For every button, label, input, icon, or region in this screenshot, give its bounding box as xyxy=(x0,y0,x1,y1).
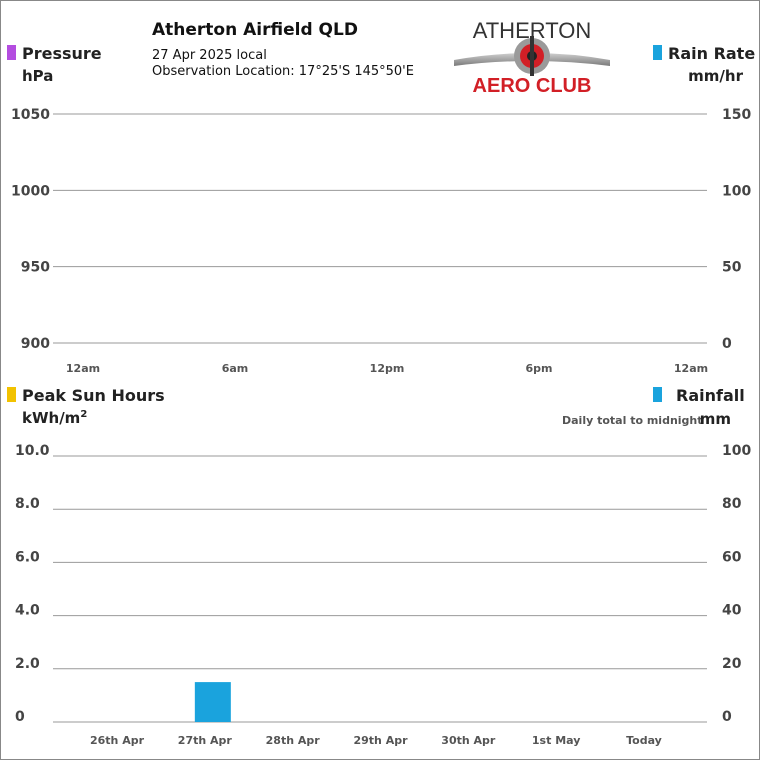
rainfall-tick-label: 100 xyxy=(722,443,751,459)
time-tick-label: 12pm xyxy=(370,362,405,375)
station-title: Atherton Airfield QLD xyxy=(152,20,358,40)
pressure-tick-label: 1000 xyxy=(11,183,50,199)
pressure-unit: hPa xyxy=(22,67,54,85)
aero-club-logo: ATHERTON AERO CLUB xyxy=(454,18,610,97)
rain-rate-swatch xyxy=(653,45,662,60)
rain-rate-unit: mm/hr xyxy=(688,67,743,85)
observation-location: Observation Location: 17°25'S 145°50'E xyxy=(152,64,414,79)
sun-hours-tick-label: 8.0 xyxy=(15,496,40,512)
sun-hours-tick-label: 6.0 xyxy=(15,549,40,565)
rain-rate-tick-label: 100 xyxy=(722,183,751,199)
rain-rate-label: Rain Rate xyxy=(668,44,756,63)
time-tick-label: 6am xyxy=(222,362,249,375)
rainfall-unit: mm xyxy=(699,410,731,428)
rainfall-swatch xyxy=(653,387,662,402)
observation-date: 27 Apr 2025 local xyxy=(152,48,267,63)
sun-hours-swatch xyxy=(7,387,16,402)
rain-rate-tick-label: 0 xyxy=(722,336,732,352)
rainfall-tick-label: 0 xyxy=(722,709,732,725)
rainfall-tick-label: 80 xyxy=(722,496,742,512)
day-tick-label: 30th Apr xyxy=(441,734,496,747)
sun-hours-tick-label: 2.0 xyxy=(15,656,40,672)
rain-rate-tick-label: 150 xyxy=(722,107,751,123)
pressure-swatch xyxy=(7,45,16,60)
rainfall-note: Daily total to midnight xyxy=(562,414,703,427)
pressure-tick-label: 900 xyxy=(21,336,50,352)
rainfall-tick-label: 60 xyxy=(722,549,742,565)
time-tick-label: 12am xyxy=(66,362,100,375)
rainfall-bar xyxy=(194,682,231,722)
rain-rate-tick-label: 50 xyxy=(722,260,742,276)
logo-line1: ATHERTON xyxy=(473,18,592,43)
sun-hours-tick-label: 10.0 xyxy=(15,443,50,459)
pressure-tick-label: 950 xyxy=(21,260,50,276)
day-tick-label: 1st May xyxy=(532,734,581,747)
time-tick-label: 12am xyxy=(674,362,708,375)
day-tick-label: 28th Apr xyxy=(266,734,321,747)
rainfall-label: Rainfall xyxy=(676,386,745,405)
sun-hours-tick-label: 4.0 xyxy=(15,603,40,619)
day-tick-label: 27th Apr xyxy=(178,734,233,747)
time-tick-label: 6pm xyxy=(526,362,553,375)
sun-hours-tick-label: 0 xyxy=(15,709,25,725)
day-tick-label: 26th Apr xyxy=(90,734,145,747)
rainfall-tick-label: 40 xyxy=(722,603,742,619)
pressure-label: Pressure xyxy=(22,44,102,63)
logo-line2: AERO CLUB xyxy=(473,75,592,97)
pressure-tick-label: 1050 xyxy=(11,107,50,123)
sun-hours-unit: kWh/m2 xyxy=(22,409,88,427)
day-tick-label: Today xyxy=(626,734,662,747)
sun-hours-label: Peak Sun Hours xyxy=(22,386,165,405)
day-tick-label: 29th Apr xyxy=(353,734,408,747)
rainfall-tick-label: 20 xyxy=(722,656,742,672)
